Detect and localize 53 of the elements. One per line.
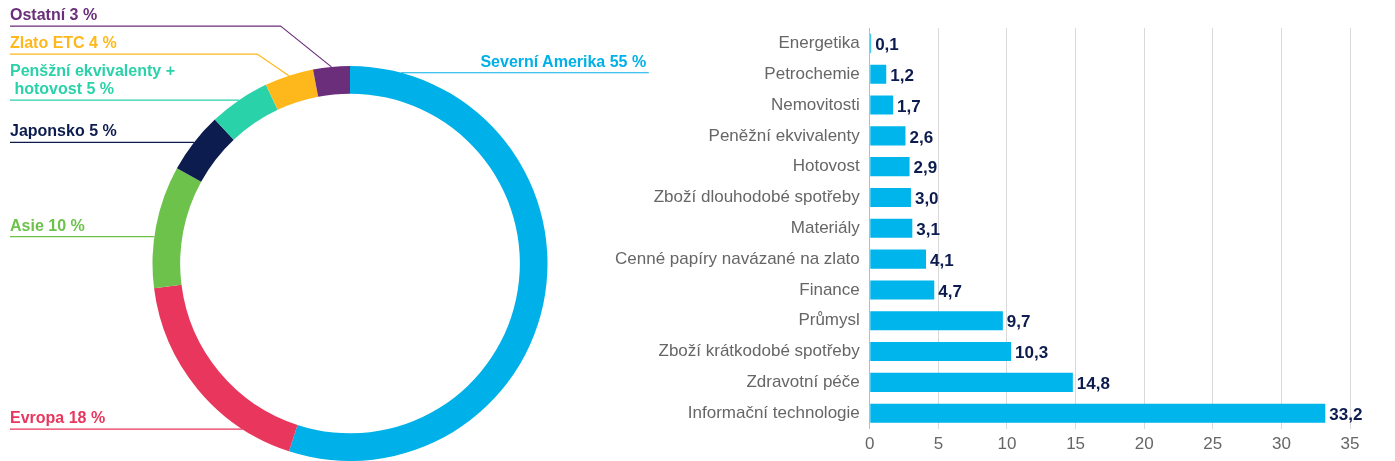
y-tick-label: Zdravotní péče bbox=[746, 372, 860, 392]
y-tick-label: Nemovitosti bbox=[770, 94, 860, 114]
data-label: 1,2 bbox=[890, 65, 914, 85]
bar bbox=[870, 187, 911, 208]
y-tick-label: Hotovost bbox=[792, 156, 861, 176]
y-tick-label: Zboží krátkodobé spotřeby bbox=[658, 341, 861, 361]
slice-label: Asie 10 % bbox=[10, 216, 85, 234]
bar bbox=[870, 372, 1073, 392]
slice-label: Ostatní 3 % bbox=[10, 6, 98, 24]
bar bbox=[870, 249, 927, 269]
bar bbox=[870, 311, 1003, 331]
data-label: 33,2 bbox=[1329, 404, 1363, 424]
bar bbox=[870, 218, 913, 238]
data-label: 10,3 bbox=[1015, 343, 1049, 363]
data-label: 2,9 bbox=[913, 158, 938, 178]
y-tick-label: Finance bbox=[799, 279, 860, 299]
y-tick-label: Energetika bbox=[778, 33, 861, 53]
bar bbox=[870, 157, 910, 177]
bar bbox=[870, 403, 1326, 423]
slice-label: Japonsko 5 % bbox=[10, 122, 117, 140]
y-tick-label: Petrochemie bbox=[764, 63, 860, 83]
x-tick-label: 25 bbox=[1203, 434, 1223, 454]
data-label: 3,0 bbox=[914, 189, 939, 209]
bar bbox=[870, 342, 1012, 362]
data-label: 1,7 bbox=[897, 96, 921, 116]
slice-label: Zlato ETC 4 % bbox=[10, 34, 117, 52]
bar bbox=[870, 126, 906, 146]
y-tick-label: Peněžní ekvivalenty bbox=[708, 125, 861, 145]
slice-label: Severní Amerika 55 % bbox=[480, 52, 647, 70]
x-tick-label: 0 bbox=[865, 434, 875, 454]
data-label: 14,8 bbox=[1076, 374, 1110, 394]
data-label: 0,1 bbox=[875, 35, 899, 55]
slice-label: Penšžní ekvivalenty + hotovost 5 % bbox=[10, 62, 175, 98]
x-tick-label: 15 bbox=[1066, 434, 1086, 454]
y-tick-label: Informační technologie bbox=[687, 402, 860, 422]
data-label: 4,1 bbox=[930, 250, 954, 270]
y-tick-label: Zboží dlouhodobé spotřeby bbox=[653, 187, 861, 207]
x-tick-label: 35 bbox=[1340, 434, 1360, 454]
data-label: 4,7 bbox=[938, 281, 962, 301]
x-tick-label: 30 bbox=[1271, 434, 1291, 454]
bar bbox=[870, 64, 887, 84]
x-tick-label: 10 bbox=[997, 434, 1017, 454]
data-label: 2,6 bbox=[909, 127, 934, 147]
data-label: 9,7 bbox=[1006, 312, 1031, 332]
y-tick-label: Cenné papíry navázané na zlato bbox=[614, 248, 860, 268]
x-tick-label: 5 bbox=[933, 434, 944, 454]
y-tick-label: Průmysl bbox=[798, 310, 860, 330]
slice-label: Evropa 18 % bbox=[10, 409, 106, 427]
x-tick-label: 20 bbox=[1134, 434, 1154, 454]
y-tick-label: Materiály bbox=[790, 217, 861, 237]
data-label: 3,1 bbox=[916, 219, 940, 239]
bar bbox=[870, 95, 894, 115]
bar bbox=[870, 280, 935, 300]
